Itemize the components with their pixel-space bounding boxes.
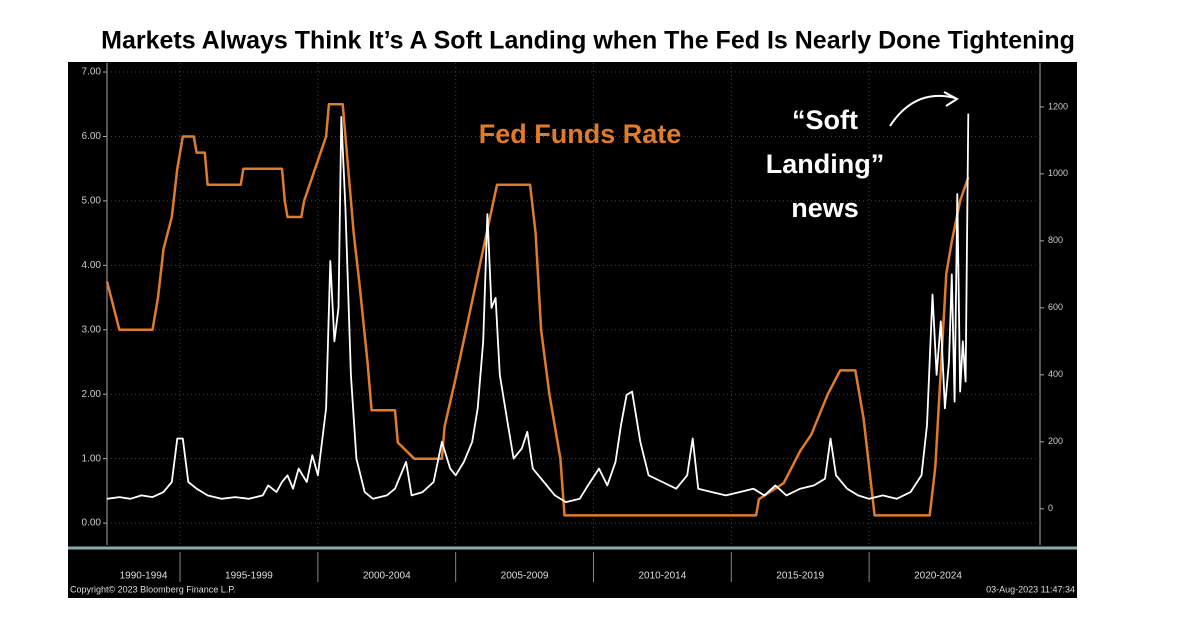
chart-background <box>68 62 1077 598</box>
series-line <box>105 102 970 517</box>
y-tick-label: 0.00 <box>82 518 102 529</box>
series-label: Fed Funds Rate <box>479 119 682 149</box>
y2-tick-label: 200 <box>1048 436 1063 446</box>
y-tick-label: 3.00 <box>82 324 102 335</box>
series-line <box>106 113 970 504</box>
y-tick-label: 5.00 <box>82 196 102 207</box>
y-tick-label: 4.00 <box>82 260 102 271</box>
x-tick-label: 2005-2009 <box>501 571 549 582</box>
y2-tick-label: 0 <box>1048 503 1053 513</box>
y-tick-label: 7.00 <box>82 67 102 78</box>
y2-tick-label: 400 <box>1048 369 1063 379</box>
x-tick-label: 1995-1999 <box>225 571 273 582</box>
y-tick-label: 6.00 <box>82 131 102 142</box>
annotation: Landing” <box>766 149 884 179</box>
y2-tick-label: 1200 <box>1048 101 1068 111</box>
y2-tick-label: 600 <box>1048 302 1063 312</box>
annotation-arrowhead <box>943 91 959 107</box>
x-tick-label: 2015-2019 <box>776 571 824 582</box>
annotation: news <box>791 193 859 223</box>
source-note: Copyright© 2023 Bloomberg Finance L.P. <box>70 584 236 594</box>
x-tick-label: 2020-2024 <box>914 571 962 582</box>
y-tick-label: 2.00 <box>82 389 102 400</box>
annotation-arrow <box>889 94 956 127</box>
y-tick-label: 1.00 <box>82 453 102 464</box>
x-tick-label: 2000-2004 <box>363 571 411 582</box>
y2-tick-label: 800 <box>1048 235 1063 245</box>
annotation: “Soft <box>792 105 858 135</box>
timestamp: 03-Aug-2023 11:47:34 <box>986 584 1075 594</box>
chart-title: Markets Always Think It’s A Soft Landing… <box>101 27 1075 55</box>
y2-tick-label: 1000 <box>1048 168 1068 178</box>
x-tick-label: 1990-1994 <box>120 571 168 582</box>
x-tick-label: 2010-2014 <box>638 571 686 582</box>
